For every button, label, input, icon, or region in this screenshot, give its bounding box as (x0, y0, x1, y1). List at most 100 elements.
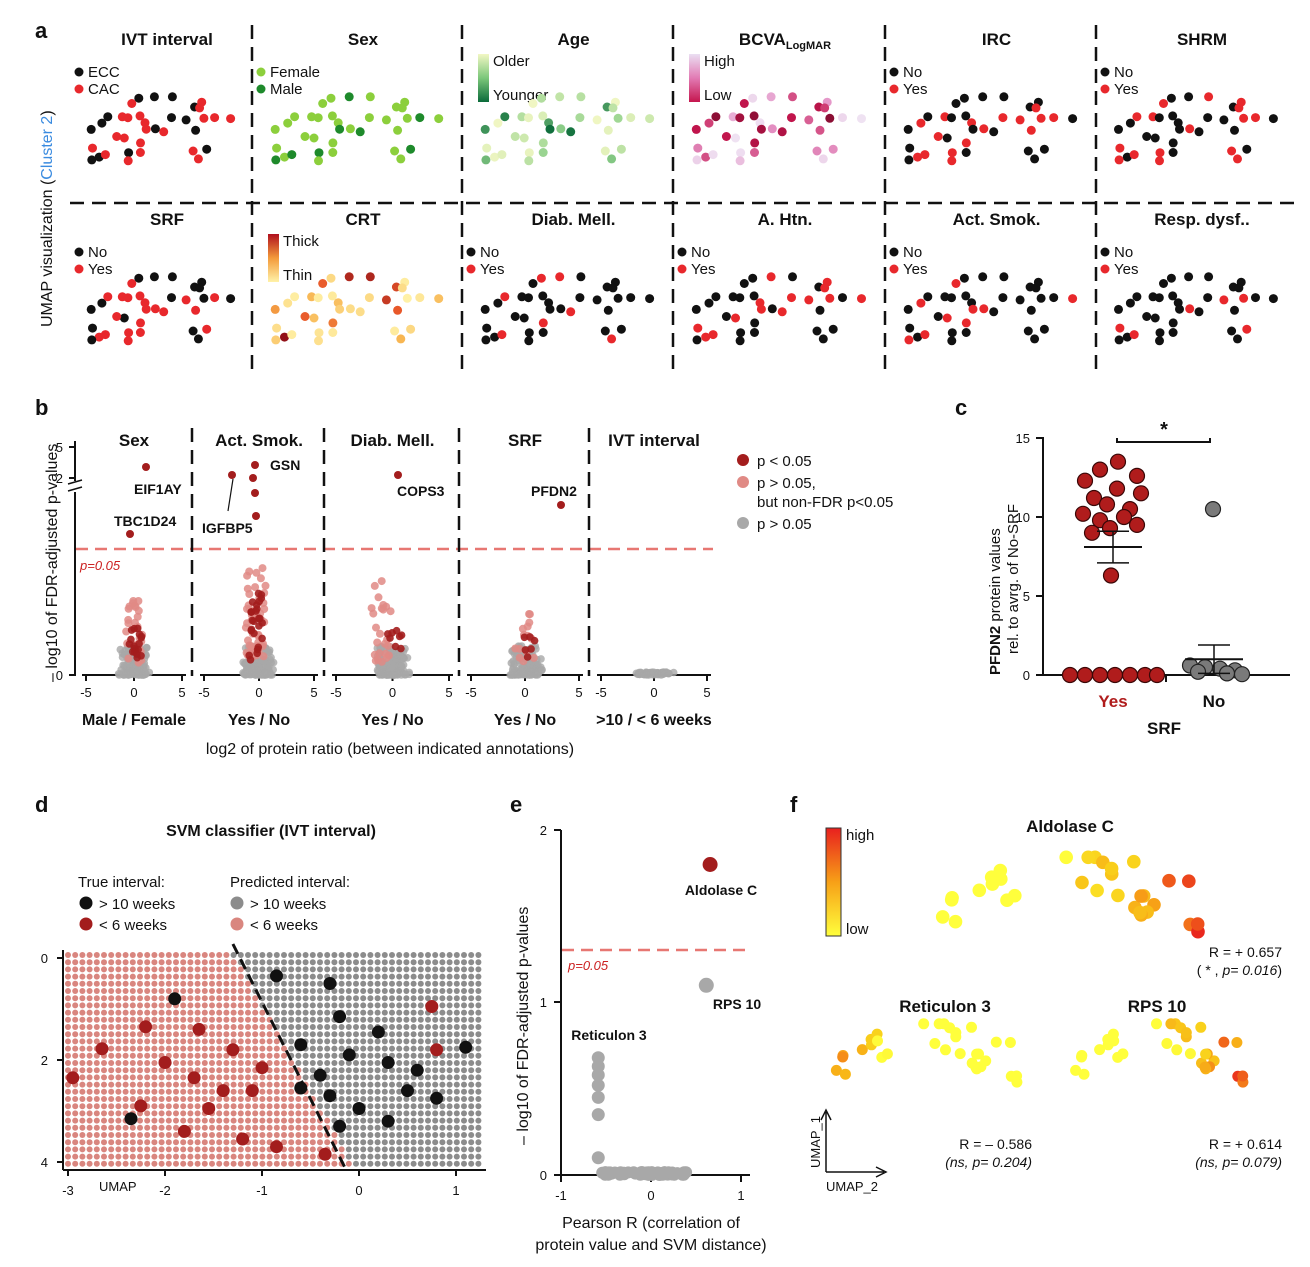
a-point-10-9 (1015, 295, 1025, 305)
a-point-2-1 (536, 93, 546, 103)
d-grid-point-150 (309, 966, 316, 973)
a-point-2-10 (497, 150, 507, 160)
a-point-11-1 (1166, 273, 1176, 283)
d-grid-point-622 (367, 1024, 374, 1030)
d-grid-point-547 (245, 1016, 251, 1023)
d-grid-point-1337 (86, 1117, 93, 1124)
d-grid-point-1094 (425, 1081, 431, 1088)
d-grid-point-658 (209, 1031, 215, 1038)
f-point-2-25 (1237, 1070, 1249, 1082)
d-grid-point-1115 (158, 1088, 165, 1095)
d-grid-point-1508 (65, 1139, 71, 1146)
d-grid-point-226 (439, 973, 446, 980)
b-xtick-3-1: 0 (521, 685, 528, 700)
a-point-5-27 (1234, 103, 1244, 113)
d-grid-point-473 (129, 1009, 136, 1016)
b-point-ns-3-138 (517, 665, 526, 674)
d-grid-point-982 (453, 1067, 460, 1074)
f-point-0-3 (972, 883, 987, 898)
a-legend-11-1: Yes (1114, 261, 1138, 278)
d-grid-point-718 (223, 1038, 230, 1045)
d-grid-point-1421 (273, 1124, 280, 1131)
a-point-8-34 (603, 305, 613, 315)
d-grid-point-1167 (115, 1096, 122, 1102)
d-grid-point-581 (72, 1024, 79, 1030)
d-grid-point-1357 (230, 1117, 237, 1124)
d-grid-point-1665 (360, 1153, 367, 1160)
b-point-ns-1-139 (262, 669, 271, 678)
d-grid-point-212 (338, 973, 345, 980)
d-grid-point-1434 (367, 1124, 374, 1131)
d-grid-point-1250 (295, 1103, 302, 1110)
d-grid-point-1679 (461, 1153, 467, 1160)
d-grid-point-1670 (396, 1153, 403, 1160)
b-legend-dot-nonfdr (737, 476, 749, 488)
a-legend-dot-1-1 (256, 84, 266, 94)
f-point-1-30 (881, 1048, 893, 1060)
d-grid-point-1246 (266, 1103, 273, 1110)
d-grid-point-1490 (353, 1132, 359, 1138)
d-grid-point-417 (144, 1002, 151, 1009)
d-grid-point-965 (331, 1067, 338, 1074)
d-grid-point-580 (65, 1024, 71, 1030)
b-point-top-1-1 (249, 474, 257, 482)
a-legend-6-0: No (88, 244, 107, 261)
d-grid-point-1231 (158, 1103, 165, 1110)
b-xaxis-label-0: Male / Female (82, 712, 186, 729)
d-grid-point-1395 (86, 1124, 93, 1131)
d-grid-point-767 (158, 1045, 165, 1052)
d-grid-point-1307 (288, 1110, 295, 1117)
a-point-2-30 (524, 156, 534, 166)
d-grid-point-779 (245, 1045, 251, 1052)
d-grid-point-482 (194, 1009, 201, 1016)
d-grid-point-1439 (403, 1124, 410, 1131)
d-grid-point-1204 (381, 1096, 388, 1102)
a-point-7-4 (283, 298, 293, 308)
d-grid-point-589 (129, 1024, 136, 1030)
c-point-yes-13 (1101, 519, 1119, 537)
b-point-sig-3-1 (521, 646, 530, 654)
a-point-3-7 (777, 127, 787, 137)
d-grid-point-1265 (403, 1103, 410, 1110)
b-xtick-2-2: 5 (445, 685, 452, 700)
d-grid-point-125 (129, 966, 136, 973)
d-grid-point-48 (410, 952, 417, 958)
b-point-top-1-3 (252, 512, 260, 520)
d-grid-point-318 (266, 988, 273, 994)
d-grid-point-1729 (403, 1160, 410, 1167)
d-grid-point-345 (461, 988, 467, 994)
b-point-sig-3-3 (526, 633, 534, 641)
d-grid-point-105 (403, 959, 410, 966)
d-grid-point-243 (144, 980, 151, 987)
d-grid-point-807 (446, 1045, 453, 1052)
a-legend-dot-10-1 (889, 264, 899, 274)
d-grid-point-607 (259, 1024, 266, 1030)
d-grid-point-426 (209, 1002, 215, 1009)
a-point-2-32 (482, 143, 492, 153)
a-legend-dot-4-0 (889, 67, 899, 77)
d-grid-point-1509 (72, 1139, 79, 1146)
d-grid-point-568 (396, 1016, 403, 1023)
d-grid-point-233 (72, 980, 79, 987)
d-grid-point-1355 (216, 1117, 223, 1124)
d-grid-point-1521 (158, 1139, 165, 1146)
d-grid-point-875 (101, 1060, 107, 1066)
d-grid-point-1223 (101, 1103, 107, 1110)
d-grid-point-1339 (101, 1117, 107, 1124)
d-grid-point-274 (367, 980, 374, 987)
d-grid-point-1169 (129, 1096, 136, 1102)
d-grid-point-1481 (288, 1132, 295, 1138)
a-point-11-34 (1230, 305, 1239, 315)
a-legend-3-1: Low (704, 87, 732, 104)
d-grid-point-1514 (108, 1139, 115, 1146)
d-grid-point-1184 (237, 1096, 244, 1102)
d-grid-point-101 (374, 959, 381, 966)
d-grid-point-1164 (93, 1096, 100, 1102)
d-grid-point-28 (266, 952, 273, 958)
d-grid-point-872 (79, 1060, 86, 1066)
d-grid-point-424 (194, 1002, 201, 1009)
d-grid-point-76 (194, 959, 201, 966)
d-grid-point-474 (137, 1009, 143, 1016)
d-grid-point-1689 (115, 1160, 122, 1167)
d-grid-point-648 (137, 1031, 143, 1038)
